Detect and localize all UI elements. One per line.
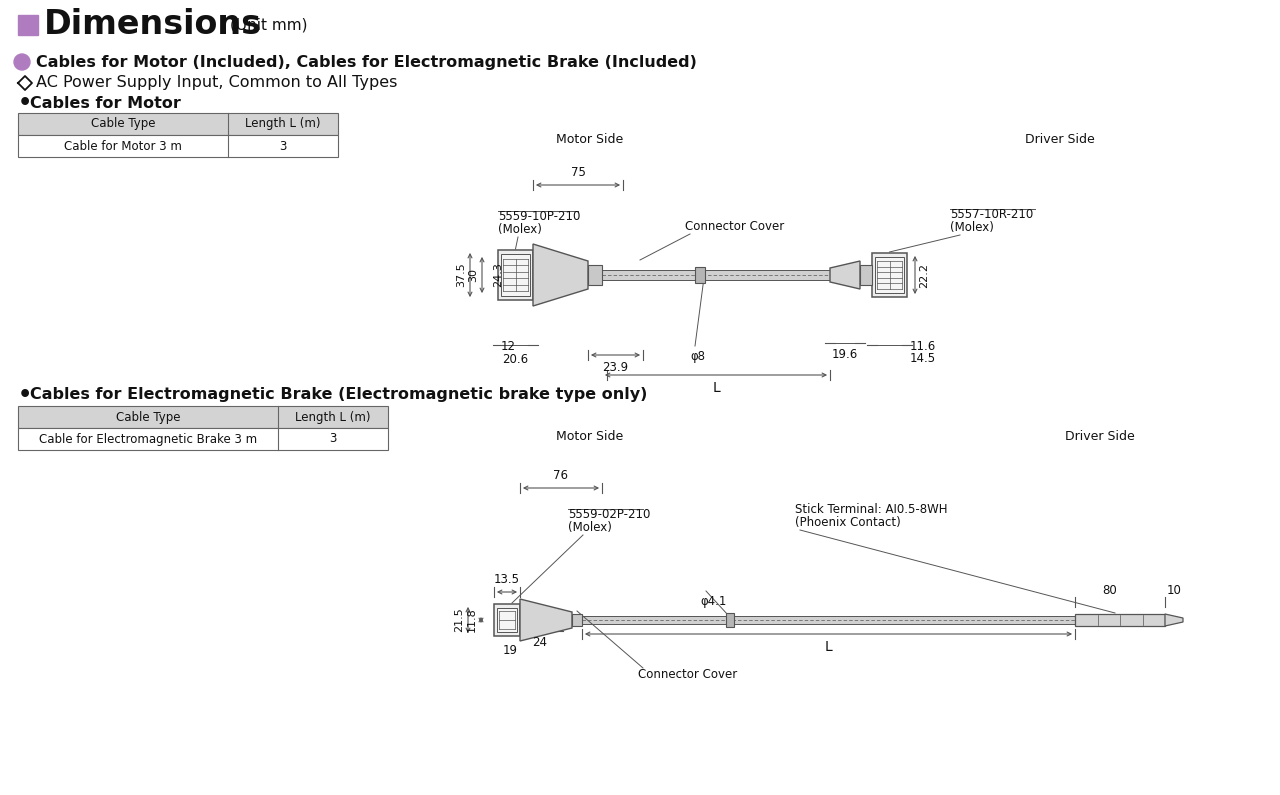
Text: 12: 12 bbox=[500, 340, 516, 353]
Text: (Phoenix Contact): (Phoenix Contact) bbox=[795, 516, 901, 529]
Text: Cable for Motor 3 m: Cable for Motor 3 m bbox=[64, 139, 182, 153]
Text: 75: 75 bbox=[571, 166, 585, 179]
Text: Length L (m): Length L (m) bbox=[296, 410, 371, 424]
Text: 5559-02P-210: 5559-02P-210 bbox=[568, 508, 650, 521]
Text: 19: 19 bbox=[503, 644, 517, 657]
Text: Cables for Electromagnetic Brake (Electromagnetic brake type only): Cables for Electromagnetic Brake (Electr… bbox=[29, 387, 648, 402]
Bar bbox=[695, 267, 705, 283]
Polygon shape bbox=[532, 244, 588, 306]
Text: (Molex): (Molex) bbox=[498, 223, 541, 236]
Bar bbox=[18, 113, 338, 135]
Polygon shape bbox=[520, 599, 572, 641]
Text: Cable Type: Cable Type bbox=[91, 118, 155, 130]
Text: •: • bbox=[18, 385, 32, 405]
Text: Stick Terminal: AI0.5-8WH: Stick Terminal: AI0.5-8WH bbox=[795, 503, 947, 516]
Text: Driver Side: Driver Side bbox=[1025, 133, 1094, 146]
Text: 20.6: 20.6 bbox=[503, 353, 529, 366]
Text: 11.8: 11.8 bbox=[467, 607, 477, 632]
Bar bbox=[18, 15, 38, 35]
Text: Cables for Motor: Cables for Motor bbox=[29, 95, 180, 111]
Bar bbox=[572, 614, 582, 626]
Text: (Unit mm): (Unit mm) bbox=[230, 17, 307, 33]
Text: 14.5: 14.5 bbox=[910, 352, 936, 365]
Bar bbox=[588, 265, 602, 285]
Text: φ4.1: φ4.1 bbox=[700, 595, 726, 608]
Text: Length L (m): Length L (m) bbox=[246, 118, 321, 130]
Text: 80: 80 bbox=[1102, 584, 1117, 597]
Text: L: L bbox=[712, 381, 719, 395]
Bar bbox=[872, 253, 908, 297]
Text: φ8: φ8 bbox=[690, 350, 705, 363]
Text: 5559-10P-210: 5559-10P-210 bbox=[498, 210, 580, 223]
Polygon shape bbox=[1165, 614, 1183, 626]
Text: (Molex): (Molex) bbox=[568, 521, 612, 534]
Bar bbox=[494, 604, 520, 636]
Text: Cables for Motor (Included), Cables for Electromagnetic Brake (Included): Cables for Motor (Included), Cables for … bbox=[36, 55, 696, 69]
Bar bbox=[602, 270, 829, 280]
Text: Cable Type: Cable Type bbox=[115, 410, 180, 424]
Bar bbox=[18, 428, 388, 450]
Text: 30: 30 bbox=[468, 268, 477, 282]
Text: 23.9: 23.9 bbox=[603, 361, 628, 374]
Bar bbox=[582, 616, 1075, 624]
Text: 24.3: 24.3 bbox=[493, 262, 503, 288]
Text: 3: 3 bbox=[329, 432, 337, 445]
Text: L: L bbox=[824, 640, 832, 654]
Text: 76: 76 bbox=[553, 469, 568, 482]
Text: Connector Cover: Connector Cover bbox=[685, 220, 785, 233]
Text: 37.5: 37.5 bbox=[456, 262, 466, 287]
Bar bbox=[1075, 614, 1165, 626]
Bar bbox=[500, 254, 530, 296]
Text: 11.6: 11.6 bbox=[910, 340, 936, 353]
Text: 13.5: 13.5 bbox=[494, 573, 520, 586]
Text: 5557-10R-210: 5557-10R-210 bbox=[950, 208, 1033, 221]
Text: 3: 3 bbox=[279, 139, 287, 153]
Text: Motor Side: Motor Side bbox=[557, 430, 623, 443]
Text: (Molex): (Molex) bbox=[950, 221, 993, 234]
Text: Dimensions: Dimensions bbox=[44, 9, 262, 41]
Text: 10: 10 bbox=[1167, 584, 1181, 597]
Text: 19.6: 19.6 bbox=[832, 348, 859, 361]
Bar bbox=[498, 250, 532, 300]
Text: 22.2: 22.2 bbox=[919, 262, 929, 288]
Polygon shape bbox=[829, 261, 860, 289]
Text: Cable for Electromagnetic Brake 3 m: Cable for Electromagnetic Brake 3 m bbox=[38, 432, 257, 445]
Bar bbox=[18, 135, 338, 157]
Text: 21.5: 21.5 bbox=[454, 607, 465, 632]
Text: Connector Cover: Connector Cover bbox=[637, 668, 737, 681]
Text: Driver Side: Driver Side bbox=[1065, 430, 1135, 443]
Bar bbox=[860, 265, 872, 285]
Text: Motor Side: Motor Side bbox=[557, 133, 623, 146]
Bar bbox=[497, 608, 517, 632]
Bar bbox=[726, 613, 733, 627]
Text: AC Power Supply Input, Common to All Types: AC Power Supply Input, Common to All Typ… bbox=[36, 76, 397, 91]
Text: 24: 24 bbox=[532, 636, 548, 649]
Circle shape bbox=[14, 54, 29, 70]
Text: •: • bbox=[18, 93, 32, 113]
Bar bbox=[876, 257, 904, 293]
Bar bbox=[18, 406, 388, 428]
